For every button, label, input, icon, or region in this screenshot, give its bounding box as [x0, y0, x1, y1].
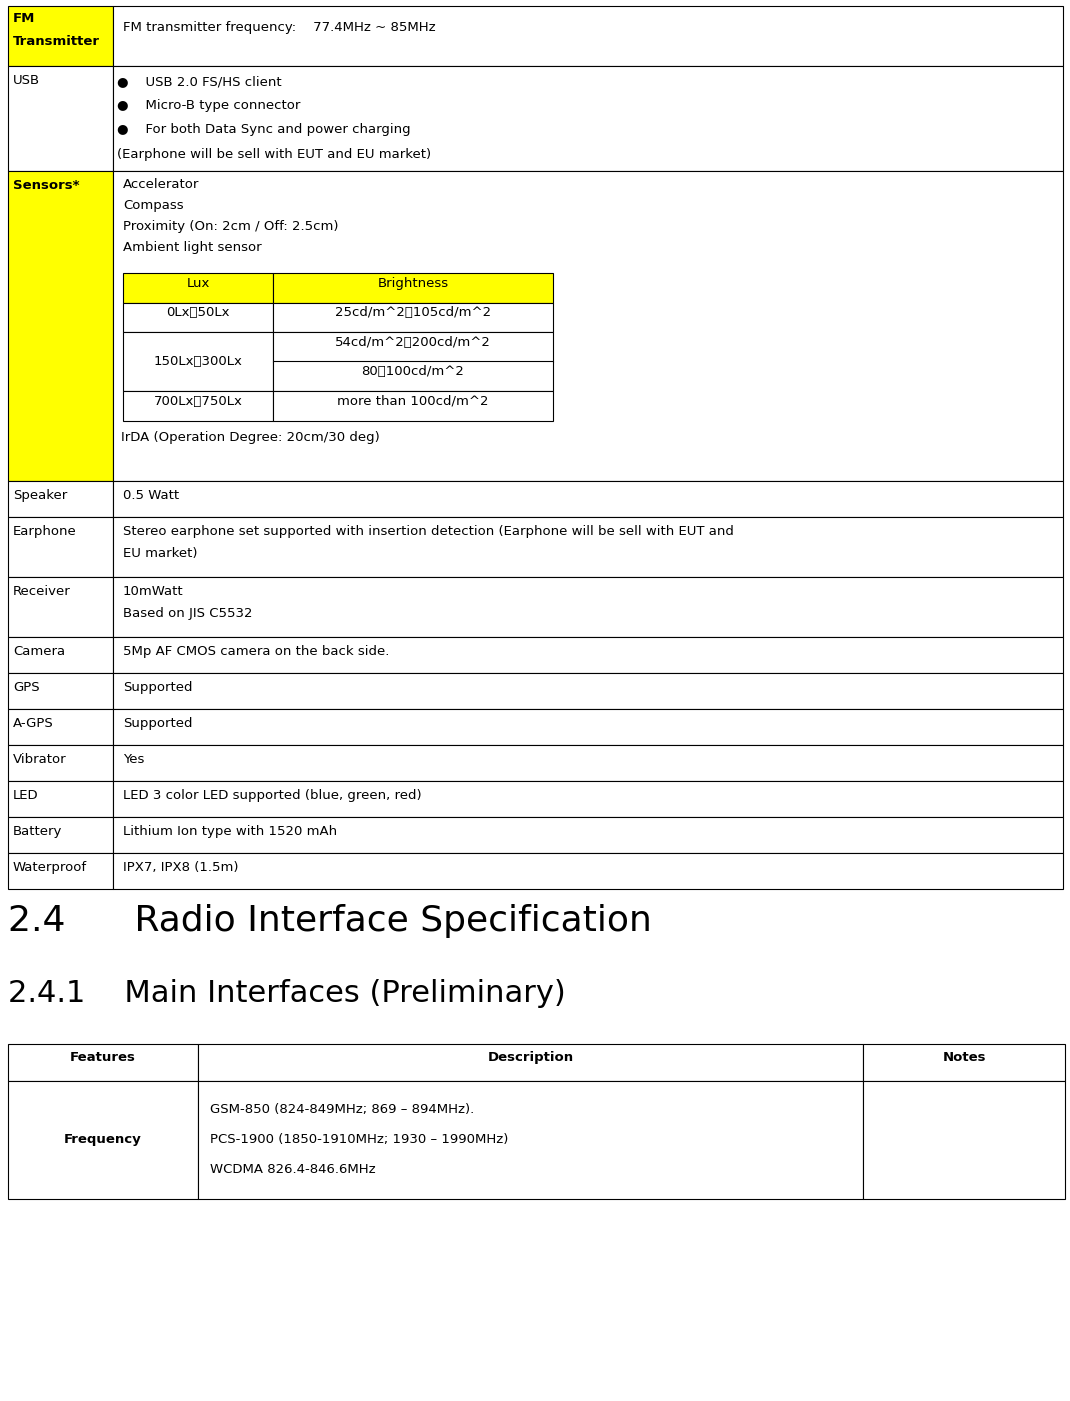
Text: Yes: Yes: [123, 752, 144, 766]
Bar: [113, 780, 1063, 817]
Text: Lux: Lux: [186, 277, 210, 290]
Bar: [863, 1044, 1065, 1082]
Bar: [113, 171, 1063, 481]
Bar: [7, 817, 113, 853]
Bar: [273, 303, 553, 332]
Text: IrDA (Operation Degree: 20cm/30 deg): IrDA (Operation Degree: 20cm/30 deg): [121, 430, 380, 444]
Text: Description: Description: [488, 1051, 574, 1063]
Bar: [7, 1082, 198, 1199]
Bar: [7, 66, 113, 171]
Text: LED 3 color LED supported (blue, green, red): LED 3 color LED supported (blue, green, …: [123, 789, 422, 801]
Text: 80～100cd/m^2: 80～100cd/m^2: [362, 366, 464, 378]
Text: IPX7, IPX8 (1.5m): IPX7, IPX8 (1.5m): [123, 862, 239, 874]
Bar: [7, 171, 113, 481]
Text: Brightness: Brightness: [378, 277, 448, 290]
Text: Stereo earphone set supported with insertion detection (Earphone will be sell wi: Stereo earphone set supported with inser…: [123, 525, 734, 538]
Bar: [113, 709, 1063, 745]
Text: Camera: Camera: [13, 644, 65, 658]
Text: Frequency: Frequency: [64, 1133, 142, 1146]
Bar: [7, 672, 113, 709]
Bar: [113, 66, 1063, 171]
Bar: [113, 817, 1063, 853]
Text: 700Lx～750Lx: 700Lx～750Lx: [154, 395, 243, 408]
Bar: [863, 1082, 1065, 1199]
Bar: [113, 745, 1063, 780]
Text: USB: USB: [13, 74, 41, 87]
Bar: [273, 391, 553, 420]
Bar: [7, 481, 113, 517]
Text: ●    USB 2.0 FS/HS client: ● USB 2.0 FS/HS client: [117, 76, 281, 88]
Text: 2.4.1    Main Interfaces (Preliminary): 2.4.1 Main Interfaces (Preliminary): [7, 979, 566, 1007]
Bar: [113, 481, 1063, 517]
Text: GSM-850 (824-849MHz; 869 – 894MHz).: GSM-850 (824-849MHz; 869 – 894MHz).: [210, 1103, 474, 1117]
Text: Vibrator: Vibrator: [13, 752, 66, 766]
Bar: [113, 672, 1063, 709]
Bar: [113, 853, 1063, 890]
Bar: [7, 577, 113, 637]
Bar: [123, 332, 273, 391]
Bar: [198, 1044, 863, 1082]
Text: Ambient light sensor: Ambient light sensor: [123, 241, 262, 254]
Text: ●    Micro-B type connector: ● Micro-B type connector: [117, 99, 301, 112]
Text: Notes: Notes: [943, 1051, 985, 1063]
Bar: [273, 361, 553, 391]
Bar: [7, 709, 113, 745]
Bar: [113, 577, 1063, 637]
Bar: [123, 273, 273, 303]
Text: 25cd/m^2～105cd/m^2: 25cd/m^2～105cd/m^2: [335, 307, 491, 319]
Bar: [273, 332, 553, 361]
Bar: [198, 1082, 863, 1199]
Text: A-GPS: A-GPS: [13, 717, 54, 730]
Text: Lithium Ion type with 1520 mAh: Lithium Ion type with 1520 mAh: [123, 825, 337, 838]
Bar: [113, 517, 1063, 577]
Text: GPS: GPS: [13, 681, 40, 693]
Text: ●    For both Data Sync and power charging: ● For both Data Sync and power charging: [117, 123, 411, 136]
Text: more than 100cd/m^2: more than 100cd/m^2: [337, 395, 489, 408]
Text: 5Mp AF CMOS camera on the back side.: 5Mp AF CMOS camera on the back side.: [123, 644, 389, 658]
Text: (Earphone will be sell with EUT and EU market): (Earphone will be sell with EUT and EU m…: [117, 149, 431, 161]
Text: 150Lx～300Lx: 150Lx～300Lx: [154, 354, 243, 368]
Bar: [113, 637, 1063, 672]
Bar: [7, 517, 113, 577]
Bar: [123, 391, 273, 420]
Text: Receiver: Receiver: [13, 586, 71, 598]
Text: Earphone: Earphone: [13, 525, 77, 538]
Bar: [7, 745, 113, 780]
Text: Compass: Compass: [123, 199, 184, 212]
Bar: [7, 1044, 198, 1082]
Text: LED: LED: [13, 789, 39, 801]
Text: WCDMA 826.4-846.6MHz: WCDMA 826.4-846.6MHz: [210, 1163, 376, 1175]
Text: Accelerator: Accelerator: [123, 178, 199, 191]
Text: Supported: Supported: [123, 681, 193, 693]
Text: 10mWatt: 10mWatt: [123, 586, 184, 598]
Text: Sensors*: Sensors*: [13, 179, 79, 192]
Text: Battery: Battery: [13, 825, 62, 838]
Text: Transmitter: Transmitter: [13, 35, 100, 48]
Text: 0Lx～50Lx: 0Lx～50Lx: [166, 307, 230, 319]
Text: Supported: Supported: [123, 717, 193, 730]
Bar: [123, 303, 273, 332]
Text: FM transmitter frequency:    77.4MHz ~ 85MHz: FM transmitter frequency: 77.4MHz ~ 85MH…: [123, 21, 435, 34]
Text: Speaker: Speaker: [13, 489, 67, 502]
Bar: [273, 273, 553, 303]
Bar: [7, 853, 113, 890]
Text: PCS-1900 (1850-1910MHz; 1930 – 1990MHz): PCS-1900 (1850-1910MHz; 1930 – 1990MHz): [210, 1133, 508, 1146]
Text: Based on JIS C5532: Based on JIS C5532: [123, 607, 253, 621]
Text: 0.5 Watt: 0.5 Watt: [123, 489, 179, 502]
Text: Features: Features: [70, 1051, 136, 1063]
Text: Proximity (On: 2cm / Off: 2.5cm): Proximity (On: 2cm / Off: 2.5cm): [123, 220, 338, 233]
Text: EU market): EU market): [123, 546, 198, 560]
Bar: [7, 637, 113, 672]
Text: FM: FM: [13, 13, 35, 25]
Text: Waterproof: Waterproof: [13, 862, 87, 874]
Bar: [113, 6, 1063, 66]
Bar: [7, 780, 113, 817]
Text: 2.4      Radio Interface Specification: 2.4 Radio Interface Specification: [7, 904, 652, 939]
Bar: [7, 6, 113, 66]
Text: 54cd/m^2～200cd/m^2: 54cd/m^2～200cd/m^2: [335, 336, 491, 349]
